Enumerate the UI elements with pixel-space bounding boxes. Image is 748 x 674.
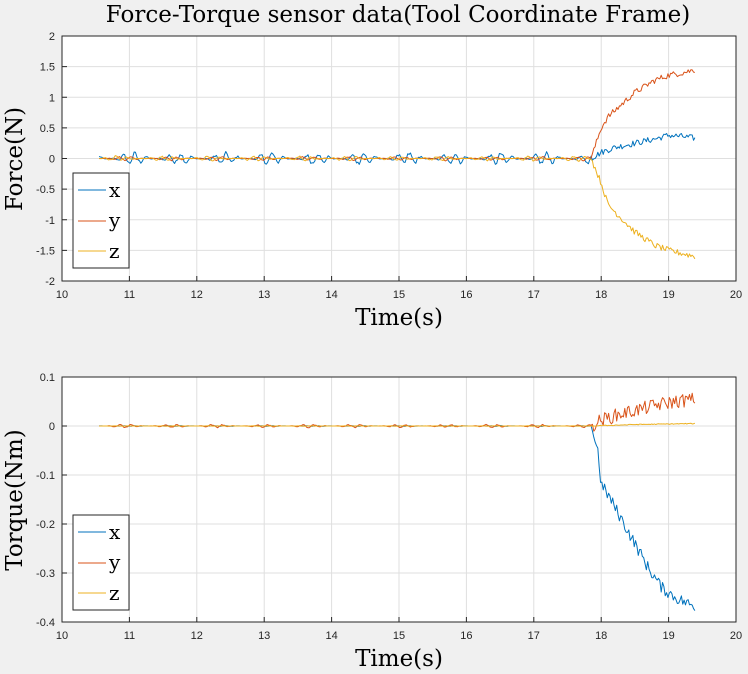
y-axis-label: Torque(Nm) <box>2 429 28 570</box>
x-tick-label: 13 <box>258 289 270 301</box>
legend-label-z: z <box>109 239 120 263</box>
x-tick-label: 14 <box>325 289 337 301</box>
legend-label-x: x <box>109 520 121 544</box>
series-layer <box>99 392 696 611</box>
x-tick-label: 19 <box>662 289 674 301</box>
y-axis-label: Force(N) <box>2 107 28 211</box>
x-tick-label: 17 <box>528 289 540 301</box>
x-tick-label: 20 <box>730 630 742 642</box>
series-line-z <box>99 155 696 260</box>
y-tick-label: 0 <box>49 421 55 433</box>
y-tick-label: -2 <box>45 276 55 288</box>
y-tick-label: -1 <box>45 215 55 227</box>
legend: x y z <box>72 172 130 269</box>
axes-box <box>61 376 737 623</box>
torque-chart: 10 11 12 13 14 15 16 17 18 19 20 0.1 0 -0.1 -0.2 -0.3 -0… <box>2 372 742 672</box>
x-tick-label: 10 <box>56 630 68 642</box>
x-tick-label: 18 <box>595 630 607 642</box>
y-tick-label: -0.1 <box>36 470 55 482</box>
x-tick-label: 11 <box>124 630 135 642</box>
y-tick-label: -0.4 <box>36 617 55 629</box>
force-chart: Force-Torque sensor data(Tool Coordinate… <box>2 2 742 331</box>
x-tick-label: 15 <box>393 289 405 301</box>
legend-label-y: y <box>108 208 121 232</box>
legend-label-x: x <box>109 178 121 202</box>
x-tick-label: 18 <box>595 289 607 301</box>
y-tick-label: -1.5 <box>36 245 55 257</box>
x-tick-label: 12 <box>191 630 203 642</box>
x-tick-label: 20 <box>730 289 742 301</box>
series-line-z <box>99 422 696 427</box>
x-tick-label: 15 <box>393 630 405 642</box>
series-layer <box>98 69 696 260</box>
x-axis-label: Time(s) <box>355 305 443 331</box>
x-tick-label: 14 <box>325 630 337 642</box>
x-tick-label: 13 <box>258 630 270 642</box>
x-tick-label: 16 <box>460 630 472 642</box>
y-tick-label: -0.5 <box>36 184 55 196</box>
x-tick-label: 11 <box>124 289 135 301</box>
x-tick-label: 16 <box>460 289 472 301</box>
x-axis-label: Time(s) <box>355 646 443 672</box>
axes-box <box>61 35 737 282</box>
legend-label-z: z <box>109 581 120 605</box>
y-tick-label: 0.5 <box>40 123 55 135</box>
x-tick-label: 10 <box>56 289 68 301</box>
y-tick-label: 1.5 <box>40 62 55 74</box>
y-tick-label: 0 <box>49 154 55 166</box>
y-tick-label: 1 <box>49 92 55 104</box>
y-tick-label: -0.3 <box>36 568 55 580</box>
legend-label-y: y <box>108 550 121 574</box>
y-tick-label: -0.2 <box>36 519 55 531</box>
x-tick-label: 17 <box>528 630 540 642</box>
x-tick-label: 12 <box>191 289 203 301</box>
legend: x y z <box>72 514 130 611</box>
x-tick-label: 19 <box>662 630 674 642</box>
y-tick-label: 0.1 <box>40 372 55 384</box>
y-tick-label: 2 <box>49 31 55 43</box>
chart-title: Force-Torque sensor data(Tool Coordinate… <box>106 2 690 28</box>
